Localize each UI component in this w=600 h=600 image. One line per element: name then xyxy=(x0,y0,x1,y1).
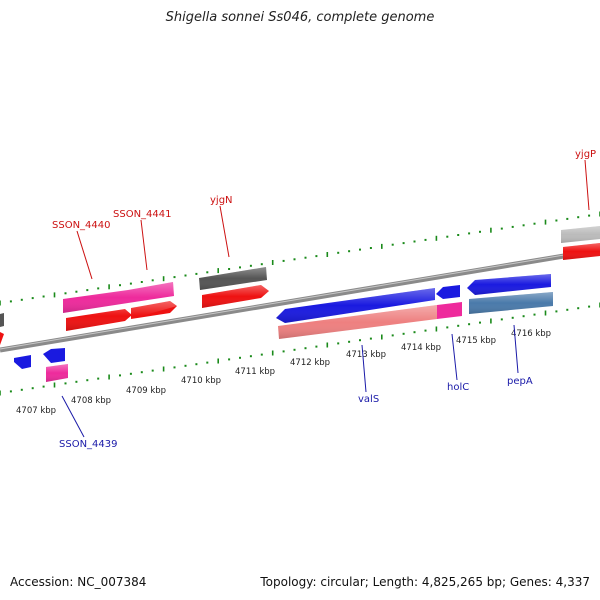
gene-partial-left-gray[interactable] xyxy=(0,313,4,327)
leader-sson-4441 xyxy=(140,219,148,271)
label-sson-4441[interactable]: SSON_4441 xyxy=(113,209,172,220)
gene-pepa-blue-shade xyxy=(467,274,551,295)
kbp-label: 4715 kbp xyxy=(456,336,496,346)
label-pepa[interactable]: pepA xyxy=(507,376,533,387)
gene-holc[interactable] xyxy=(437,302,462,319)
map-title: Shigella sonnei Ss046, complete genome xyxy=(165,10,435,25)
leader-vals xyxy=(361,344,367,393)
gene-magenta-shade xyxy=(63,282,174,313)
kbp-label: 4707 kbp xyxy=(16,406,56,416)
kbp-label: 4709 kbp xyxy=(126,386,166,396)
leader-sson-4440 xyxy=(76,230,93,280)
label-sson-4440[interactable]: SSON_4440 xyxy=(52,220,111,231)
leader-pepa xyxy=(513,324,519,374)
gene-red-c-shade xyxy=(202,285,269,308)
label-yjgn[interactable]: yjgN xyxy=(210,195,233,206)
genome-backbone-highlight xyxy=(0,248,600,350)
label-vals[interactable]: valS xyxy=(358,394,379,405)
gene-pepa-shade xyxy=(469,292,553,314)
label-yjgp[interactable]: yjgP xyxy=(575,149,596,160)
lower-tick-track xyxy=(0,302,600,396)
gene-vals-shade xyxy=(276,288,435,323)
gene-vals-salmon-shade xyxy=(278,305,437,339)
gene-red-right-shade xyxy=(563,243,600,260)
gene-sson-4439-shade xyxy=(46,364,68,382)
accession-text: Accession: NC_007384 xyxy=(10,575,147,589)
gene-yjgp-shade xyxy=(561,226,600,243)
kbp-tick-labels: 4707 kbp 4708 kbp 4709 kbp 4710 kbp 4711… xyxy=(16,329,551,416)
leader-sson-4439 xyxy=(61,395,85,438)
upper-tick-track xyxy=(0,211,600,306)
gene-small-blue-a[interactable] xyxy=(14,355,31,369)
kbp-label: 4716 kbp xyxy=(511,329,551,339)
kbp-label: 4711 kbp xyxy=(235,367,275,377)
leader-holc xyxy=(451,333,458,381)
label-holc[interactable]: holC xyxy=(447,382,469,393)
genome-backbone xyxy=(0,247,600,353)
label-leader-lines xyxy=(61,159,590,438)
kbp-label: 4713 kbp xyxy=(346,350,386,360)
genome-summary-text: Topology: circular; Length: 4,825,265 bp… xyxy=(260,575,590,589)
kbp-label: 4710 kbp xyxy=(181,376,221,386)
kbp-label: 4714 kbp xyxy=(401,343,441,353)
kbp-label: 4712 kbp xyxy=(290,358,330,368)
gene-partial-left-red[interactable] xyxy=(0,332,4,345)
leader-yjgn xyxy=(219,205,230,258)
label-sson-4439[interactable]: SSON_4439 xyxy=(59,439,118,450)
gene-small-blue-b[interactable] xyxy=(43,348,65,363)
gene-red-shade xyxy=(66,301,177,331)
kbp-label: 4708 kbp xyxy=(71,396,111,406)
gene-yjgn-shade xyxy=(199,267,267,290)
gene-blue-small-c[interactable] xyxy=(436,285,460,299)
leader-yjgp xyxy=(584,159,590,211)
